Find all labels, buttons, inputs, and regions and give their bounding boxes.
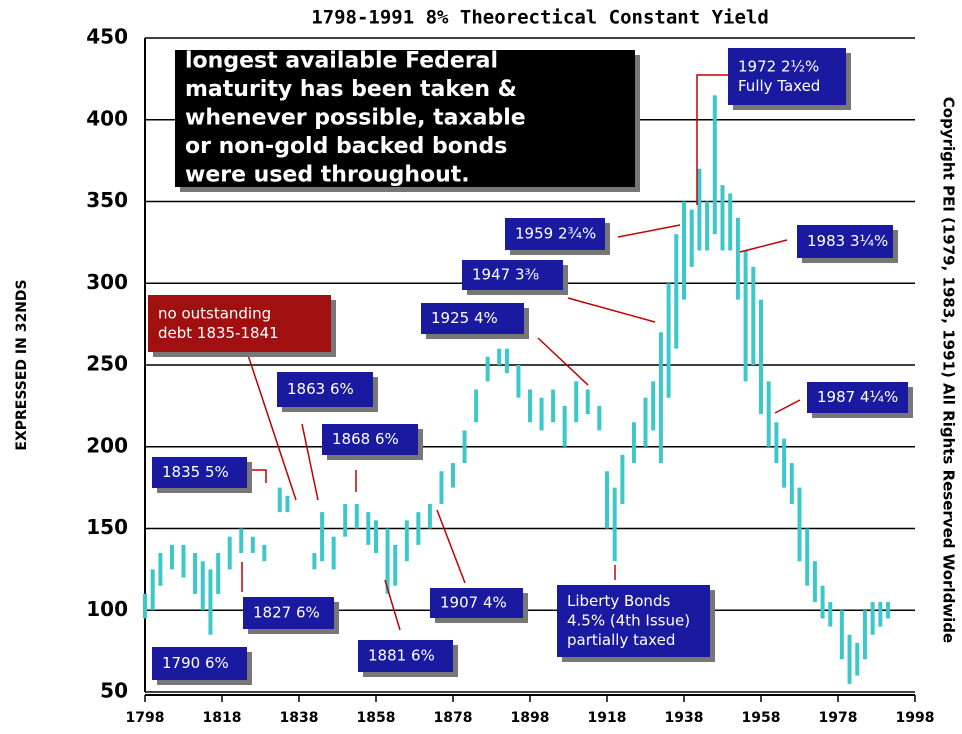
annotation-box [728, 48, 846, 105]
leader-line [617, 224, 681, 238]
copyright: Copyright PEI (1979, 1983, 1991) All Rig… [940, 97, 958, 643]
annotation-box [148, 295, 331, 352]
annotation-text: 1987 4¼% [817, 388, 898, 406]
annotation-text: no outstanding [158, 304, 271, 322]
annotation-box [430, 588, 523, 618]
annotation-box [358, 640, 453, 672]
annotation-text: whenever possible, taxable [185, 106, 526, 131]
annotation-box [277, 372, 373, 407]
leader-line [696, 74, 728, 205]
leader-line [774, 399, 801, 414]
x-tick-label: 1818 [203, 710, 242, 726]
leader-line [247, 354, 297, 501]
annotation-box [152, 457, 247, 488]
y-tick-label: 400 [86, 106, 128, 130]
annotation-box [421, 303, 524, 334]
annotation-text: 1881 6% [368, 647, 435, 665]
annotation-text: 1925 4% [431, 309, 498, 327]
annotation-text: 1972 2½% [738, 57, 819, 75]
y-tick-label: 350 [86, 188, 128, 212]
x-tick-label: 1858 [357, 710, 396, 726]
annotation-text: 1863 6% [287, 380, 354, 398]
leader-line [384, 579, 401, 631]
annotation-text: 4.5% (4th Issue) [567, 612, 690, 630]
x-tick-label: 1978 [819, 710, 858, 726]
annotation-box [152, 647, 247, 680]
x-tick-label: 1878 [434, 710, 473, 726]
annotation-text: Liberty Bonds [567, 592, 670, 610]
annotation-text: 1959 2¾% [515, 225, 596, 243]
annotation-text: 1835 5% [162, 463, 229, 481]
y-axis-label: EXPRESSED IN 32NDS [14, 279, 30, 450]
annotation-text: maturity has been taken & [185, 77, 517, 102]
annotation-text: 1868 6% [332, 430, 399, 448]
annotation-box [807, 382, 908, 413]
x-tick-label: 1938 [665, 710, 704, 726]
annotation-box [322, 424, 418, 455]
annotation-box [557, 585, 710, 657]
y-tick-label: 450 [86, 25, 128, 49]
annotation-text: 1907 4% [440, 594, 507, 612]
leader-line [301, 423, 319, 501]
annotation-box [175, 50, 635, 187]
annotation-text: partially taxed [567, 631, 675, 649]
annotation-box [797, 225, 893, 258]
annotation-text: 1983 3¼% [807, 232, 888, 250]
leader-line [739, 239, 788, 253]
annotation-text: debt 1835-1841 [158, 324, 279, 342]
leader-line [250, 469, 267, 483]
leader-line [436, 509, 466, 584]
annotation-text: 1947 3⅜ [472, 266, 539, 284]
annotation-box [243, 597, 334, 629]
annotation-text: Fully Taxed [738, 77, 820, 95]
annotation-text: 1790 6% [162, 654, 229, 672]
y-tick-label: 200 [86, 433, 128, 457]
y-tick-label: 250 [86, 352, 128, 376]
y-tick-label: 150 [86, 515, 128, 539]
annotation-box [505, 218, 605, 250]
x-tick-label: 1898 [511, 710, 550, 726]
x-tick-label: 1798 [126, 710, 165, 726]
annotation-text: or non-gold backed bonds [185, 134, 507, 159]
x-tick-label: 1998 [896, 710, 935, 726]
annotation-box [462, 260, 563, 290]
annotation-text: longest available Federal [185, 48, 498, 73]
annotation-text: 1827 6% [253, 604, 320, 622]
leader-line [567, 297, 656, 323]
y-tick-label: 100 [86, 597, 128, 621]
y-tick-label: 300 [86, 270, 128, 294]
leader-line [537, 337, 589, 386]
x-tick-label: 1838 [280, 710, 319, 726]
chart-title: 1798-1991 8% Theorectical Constant Yield [311, 7, 769, 29]
x-tick-label: 1958 [742, 710, 781, 726]
x-tick-label: 1918 [588, 710, 627, 726]
annotation-text: were used throughout. [185, 163, 470, 188]
y-tick-label: 50 [100, 679, 128, 703]
